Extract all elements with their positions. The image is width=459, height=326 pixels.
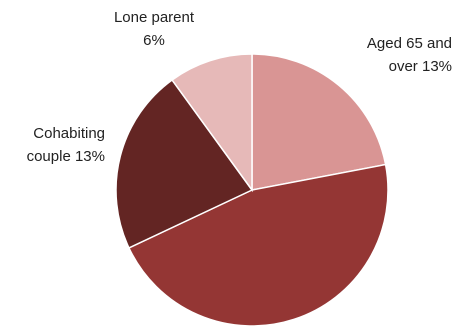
pie-label-line: 6% <box>143 32 165 49</box>
pie-label-2: Cohabiting couple 13% <box>27 125 105 165</box>
pie-label-0: Aged 65 and over 13% <box>367 35 452 75</box>
pie-slice-2 <box>115 78 254 249</box>
pie-slices <box>115 53 389 326</box>
pie-label-line: Lone parent <box>114 9 195 26</box>
pie-label-line: Aged 65 and <box>367 35 452 52</box>
pie-label-3: Lone parent 6% <box>114 9 195 49</box>
pie-slice-0 <box>251 53 387 191</box>
pie-slice-1 <box>127 163 389 326</box>
pie-label-line: couple 13% <box>27 148 105 165</box>
pie-label-line: over 13% <box>389 58 452 75</box>
pie-label-line: Cohabiting <box>33 125 105 142</box>
pie-labels: Aged 65 and over 13% Cohabiting couple 13% L… <box>27 9 452 165</box>
pie-slice-3 <box>171 53 253 193</box>
